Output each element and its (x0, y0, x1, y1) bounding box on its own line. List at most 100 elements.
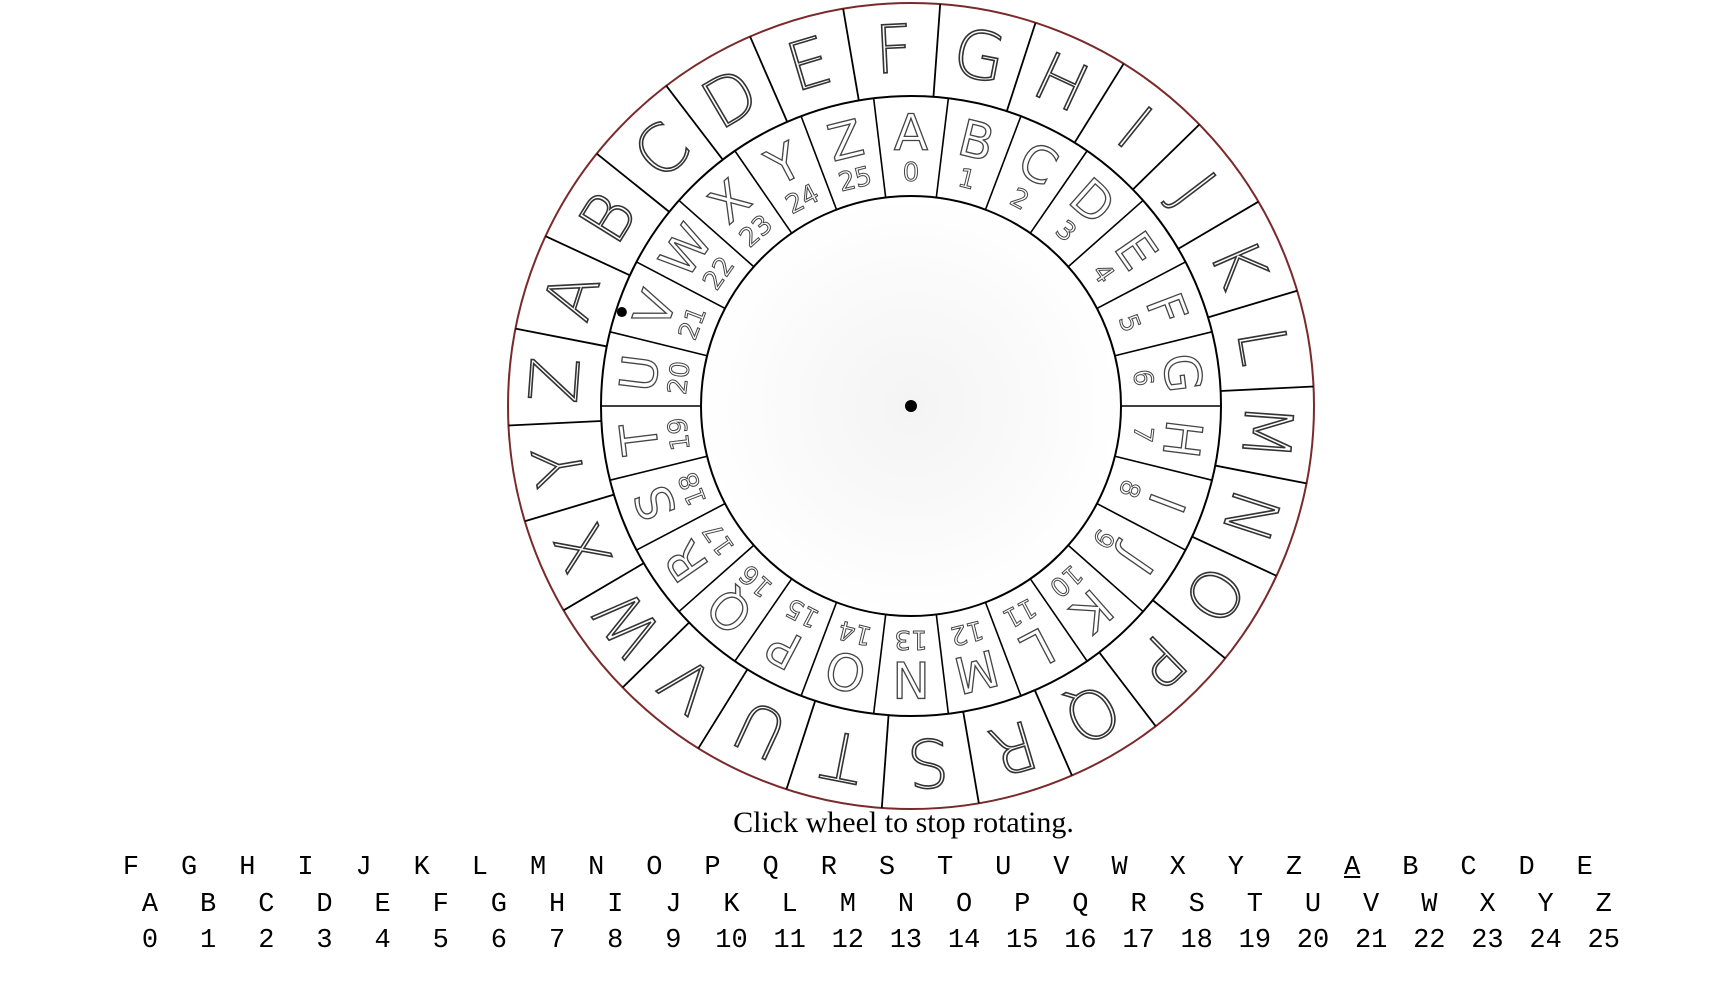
plain-letter-15: P (1014, 890, 1031, 920)
shifted-letter-11: Q (762, 853, 779, 883)
outer-divider-17 (962, 711, 980, 804)
plain-letter-1: B (200, 890, 217, 920)
plain-letter-20: U (1304, 890, 1322, 920)
number-cell-22: 22 (1413, 926, 1446, 956)
inner-number-13: 13 (894, 624, 927, 654)
number-cell-7: 7 (548, 926, 566, 956)
inner-divider-11 (984, 602, 1022, 697)
shifted-letter-2: H (239, 853, 256, 883)
number-row: 0 1 2 3 4 5 6 7 8 9 10 11 12 13 14 15 16 17 18 19 20 21 22 23 24… (0, 923, 1734, 959)
outer-divider-11 (1220, 385, 1314, 392)
number-cell-10: 10 (715, 926, 748, 956)
plain-letter-16: Q (1072, 890, 1089, 920)
inner-letter-N: N (892, 650, 929, 708)
inner-number-20: 20 (663, 360, 697, 396)
plain-letter-8: I (607, 890, 624, 920)
plain-letter-12: M (839, 890, 856, 920)
inner-divider-7 (1114, 455, 1213, 481)
plain-letter-11: L (781, 890, 798, 920)
outer-divider-7 (1073, 63, 1125, 144)
outer-letter-S: S (905, 723, 951, 802)
outer-divider-20 (697, 668, 749, 749)
outer-divider-5 (932, 3, 942, 97)
inner-number-7: 7 (1126, 424, 1158, 444)
shifted-letter-15: U (995, 853, 1012, 883)
inner-letter-U: U (609, 351, 671, 394)
shifted-letter-7: M (529, 853, 547, 883)
inner-divider-23 (734, 150, 793, 234)
outer-divider-10 (1207, 289, 1298, 319)
number-cell-15: 15 (1006, 926, 1039, 956)
inner-divider-22 (678, 199, 755, 268)
inner-number-19: 19 (663, 416, 697, 452)
outer-divider-22 (563, 562, 645, 612)
plain-letter-22: W (1421, 890, 1438, 920)
number-cell-21: 21 (1354, 926, 1388, 956)
shifted-letter-8: N (588, 853, 605, 883)
inner-divider-8 (1096, 502, 1186, 551)
number-cell-9: 9 (665, 926, 682, 956)
number-cell-17: 17 (1122, 926, 1155, 956)
outer-divider-12 (1215, 464, 1307, 485)
shifted-letter-3: I (297, 853, 314, 883)
shifted-letter-4: J (355, 853, 372, 883)
shifted-letter-0: F (122, 853, 140, 883)
number-cell-18: 18 (1180, 926, 1213, 956)
inner-divider-20 (609, 331, 708, 357)
shifted-letter-22: B (1402, 853, 1419, 883)
inner-divider-0 (935, 98, 950, 198)
shifted-letter-6: L (471, 853, 488, 883)
shifted-letter-19: Y (1227, 853, 1244, 883)
number-cell-11: 11 (773, 926, 806, 956)
instruction-text: Click wheel to stop rotating. (733, 806, 1074, 839)
outer-divider-15 (1098, 651, 1157, 727)
outer-divider-13 (1191, 535, 1277, 577)
outer-divider-16 (1033, 689, 1073, 776)
inner-letter-G: G (1151, 350, 1213, 395)
outer-divider-4 (842, 8, 860, 101)
outer-divider-1 (596, 152, 670, 213)
number-cell-4: 4 (374, 926, 391, 956)
plain-letter-0: A (141, 890, 159, 920)
plain-alphabet-row: A B C D E F G H I J K L M N O P Q R S T U V W X Y Z (0, 887, 1734, 923)
alignment-marker-dot (616, 307, 627, 318)
plain-letter-19: T (1246, 890, 1263, 920)
inner-number-0: 0 (903, 158, 920, 188)
shifted-letter-9: O (646, 853, 663, 883)
shifted-letter-12: R (820, 853, 837, 883)
inner-letter-H: H (1151, 417, 1213, 461)
inner-divider-17 (636, 502, 726, 551)
shifted-letter-13: S (878, 853, 896, 883)
inner-divider-5 (1114, 331, 1213, 357)
inner-divider-3 (1067, 199, 1144, 268)
shifted-letter-20: Z (1285, 853, 1303, 883)
inner-divider-24 (800, 115, 838, 210)
number-cell-5: 5 (432, 926, 449, 956)
number-cell-25: 25 (1587, 926, 1620, 956)
outer-divider-6 (1005, 22, 1037, 112)
inner-divider-14 (800, 602, 838, 697)
plain-letter-17: R (1130, 890, 1147, 920)
number-cell-6: 6 (490, 926, 507, 956)
plain-letter-5: F (432, 890, 449, 920)
outer-divider-14 (1152, 599, 1226, 660)
number-cell-19: 19 (1238, 926, 1272, 956)
shifted-letter-23: C (1460, 853, 1477, 883)
inner-divider-9 (1067, 544, 1144, 613)
number-cell-20: 20 (1296, 926, 1330, 956)
plain-letter-13: N (897, 890, 915, 920)
plain-letter-18: S (1188, 890, 1205, 920)
outer-divider-21 (621, 621, 690, 689)
number-cell-3: 3 (316, 926, 333, 956)
plain-letter-7: H (548, 890, 566, 920)
shifted-letter-10: P (704, 853, 721, 883)
plain-letter-4: E (374, 890, 391, 920)
outer-divider-3 (749, 36, 789, 123)
plain-letter-25: Z (1595, 890, 1612, 920)
outer-divider-8 (1132, 123, 1201, 191)
outer-letter-Z: Z (515, 355, 595, 406)
outer-divider-18 (880, 715, 890, 809)
